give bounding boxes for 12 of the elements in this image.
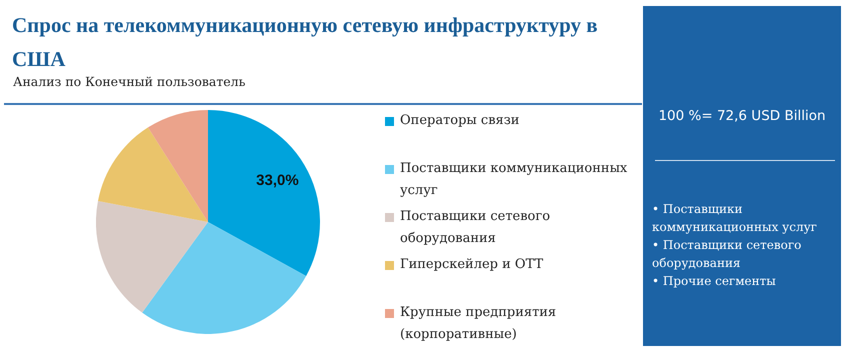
legend-label: Крупные предприятия (корпоративные) [400, 304, 558, 344]
legend-label: Поставщики коммуникационных услуг [400, 160, 628, 200]
data-label: 33,0% [256, 172, 299, 190]
legend-label: Операторы связи [400, 112, 520, 130]
text: 100 %= 72,6 USD Billion [657, 108, 827, 124]
text: • Поставщики коммуникационных услуг [652, 201, 818, 236]
chart-subtitle: Анализ по Конечный пользователь [13, 74, 246, 89]
legend-label: Гиперскейлер и OTT [400, 256, 544, 274]
text: • Прочие сегменты [652, 273, 777, 290]
text: • Поставщики сетевого оборудования [652, 237, 802, 272]
chart-title: Спрос на телекоммуникационную сетевую инфраструктуру в США [12, 13, 598, 71]
legend-label: Поставщики сетевого оборудования [400, 208, 552, 248]
